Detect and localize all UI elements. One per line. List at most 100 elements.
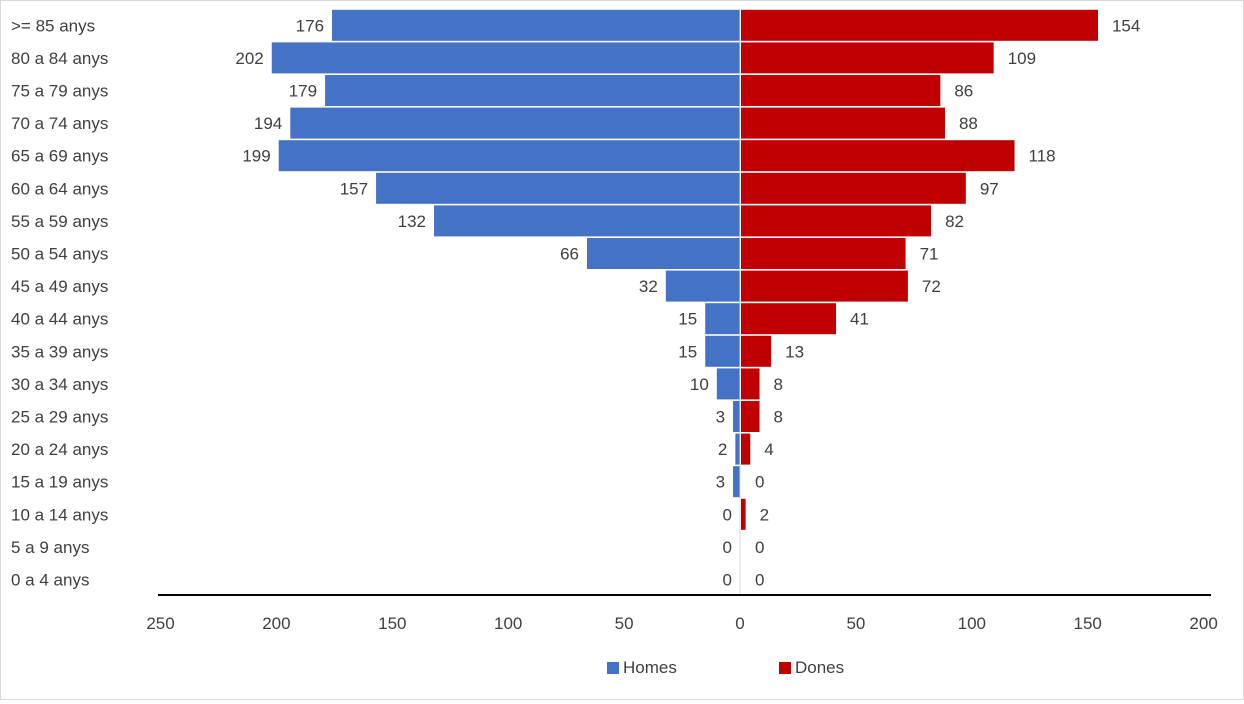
bar-homes	[290, 107, 740, 139]
bar-homes	[716, 368, 740, 400]
category-labels-layer: >= 85 anys 80 a 84 anys 75 a 79 anys 70 a 7…	[11, 16, 108, 589]
value-label-dones: 82	[945, 212, 964, 231]
value-label-homes: 3	[716, 408, 725, 427]
bar-dones	[741, 335, 772, 367]
value-label-homes: 132	[398, 212, 426, 231]
x-tick-label: 200	[262, 614, 290, 633]
category-label: 15 a 19 anys	[11, 473, 108, 492]
value-label-homes: 10	[690, 375, 709, 394]
bar-dones	[741, 498, 746, 530]
bar-homes	[705, 335, 740, 367]
bar-dones	[741, 9, 1098, 41]
value-label-homes: 2	[718, 440, 727, 459]
bar-dones	[741, 107, 945, 139]
bars-layer	[271, 9, 1098, 530]
value-label-dones: 109	[1008, 49, 1036, 68]
bar-dones	[741, 238, 906, 269]
category-label: 5 a 9 anys	[11, 538, 89, 557]
bar-homes	[332, 9, 740, 41]
value-label-dones: 0	[755, 538, 764, 557]
bar-dones	[741, 172, 966, 204]
bar-homes	[733, 466, 740, 498]
bar-homes	[376, 172, 740, 204]
value-label-dones: 118	[1029, 147, 1056, 166]
bar-dones	[741, 42, 994, 74]
bar-dones	[741, 401, 760, 432]
value-label-dones: 8	[774, 408, 783, 427]
x-tick-label: 250	[146, 614, 174, 633]
value-label-homes: 15	[678, 310, 697, 329]
value-label-dones: 4	[764, 440, 773, 459]
value-label-homes: 32	[639, 277, 658, 296]
bar-dones	[741, 433, 751, 465]
bar-dones	[741, 303, 837, 335]
value-label-dones: 97	[980, 179, 999, 198]
x-tick-label: 100	[958, 614, 986, 633]
value-label-dones: 8	[774, 375, 783, 394]
value-label-homes: 179	[289, 82, 317, 101]
bar-homes	[705, 303, 740, 335]
x-tick-label: 50	[846, 614, 865, 633]
x-tick-label: 100	[494, 614, 522, 633]
legend: Homes Dones	[607, 658, 844, 677]
value-label-homes: 202	[235, 49, 263, 68]
category-label: 55 a 59 anys	[11, 212, 108, 231]
bar-dones	[741, 270, 908, 302]
bar-homes	[735, 433, 740, 465]
value-label-homes: 0	[723, 538, 732, 557]
value-label-dones: 0	[755, 571, 764, 590]
value-label-dones: 41	[850, 310, 869, 329]
x-tick-label: 150	[1074, 614, 1102, 633]
category-label: 25 a 29 anys	[11, 408, 108, 427]
category-label: 60 a 64 anys	[11, 179, 108, 198]
value-label-homes: 15	[678, 342, 697, 361]
value-label-homes: 157	[340, 179, 368, 198]
legend-label-dones: Dones	[795, 658, 844, 677]
category-label: 0 a 4 anys	[11, 571, 89, 590]
bar-dones	[741, 140, 1015, 172]
value-label-homes: 0	[723, 505, 732, 524]
value-label-dones: 13	[785, 342, 804, 361]
bar-dones	[741, 368, 760, 400]
category-label: 30 a 34 anys	[11, 375, 108, 394]
category-label: 35 a 39 anys	[11, 342, 108, 361]
x-tick-label: 0	[735, 614, 744, 633]
x-tick-label: 200	[1189, 614, 1217, 633]
bar-homes	[434, 205, 740, 237]
value-label-dones: 154	[1112, 16, 1140, 35]
value-label-homes: 66	[560, 245, 579, 264]
x-tick-label: 150	[378, 614, 406, 633]
value-label-dones: 86	[954, 82, 973, 101]
value-label-dones: 71	[920, 245, 939, 264]
bar-homes	[733, 401, 740, 432]
bar-homes	[325, 75, 740, 106]
bar-homes	[587, 238, 740, 269]
bar-homes	[271, 42, 740, 74]
category-label: 50 a 54 anys	[11, 245, 108, 264]
value-label-homes: 0	[723, 571, 732, 590]
bar-dones	[741, 205, 932, 237]
category-label: 20 a 24 anys	[11, 440, 108, 459]
value-label-dones: 2	[760, 505, 769, 524]
bar-homes	[665, 270, 740, 302]
category-label: 75 a 79 anys	[11, 82, 108, 101]
value-label-homes: 194	[254, 114, 282, 133]
value-label-dones: 72	[922, 277, 941, 296]
x-tick-label: 50	[615, 614, 634, 633]
bar-dones	[741, 75, 941, 106]
value-label-homes: 176	[296, 16, 324, 35]
category-label: 65 a 69 anys	[11, 147, 108, 166]
category-label: 70 a 74 anys	[11, 114, 108, 133]
value-label-dones: 88	[959, 114, 978, 133]
category-label: 10 a 14 anys	[11, 505, 108, 524]
legend-swatch-homes	[607, 662, 619, 674]
category-label: 45 a 49 anys	[11, 277, 108, 296]
value-label-homes: 199	[242, 147, 270, 166]
legend-swatch-dones	[779, 662, 791, 674]
value-label-dones: 0	[755, 473, 764, 492]
category-label: 40 a 44 anys	[11, 310, 108, 329]
x-axis: 250 200 150 100 50 0 50 100 150 200	[146, 9, 1218, 633]
category-label: 80 a 84 anys	[11, 49, 108, 68]
